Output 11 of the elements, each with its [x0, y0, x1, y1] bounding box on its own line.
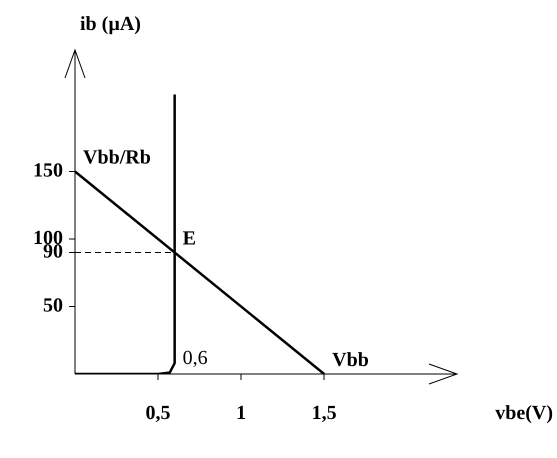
x-axis-title: vbe(V)	[495, 402, 553, 424]
x-tick-label: 1,5	[312, 402, 337, 424]
annotation: Vbb	[332, 349, 369, 371]
x-tick-label: 1	[236, 402, 246, 424]
y-tick-label: 150	[33, 160, 63, 182]
x-tick-label: 0,5	[146, 402, 171, 424]
y-tick-label: 50	[43, 294, 63, 317]
annotation: E	[182, 228, 196, 250]
annotation: 0,6	[182, 347, 208, 369]
annotation: Vbb/Rb	[83, 146, 151, 168]
y-axis-title: ib (µA)	[80, 13, 141, 35]
